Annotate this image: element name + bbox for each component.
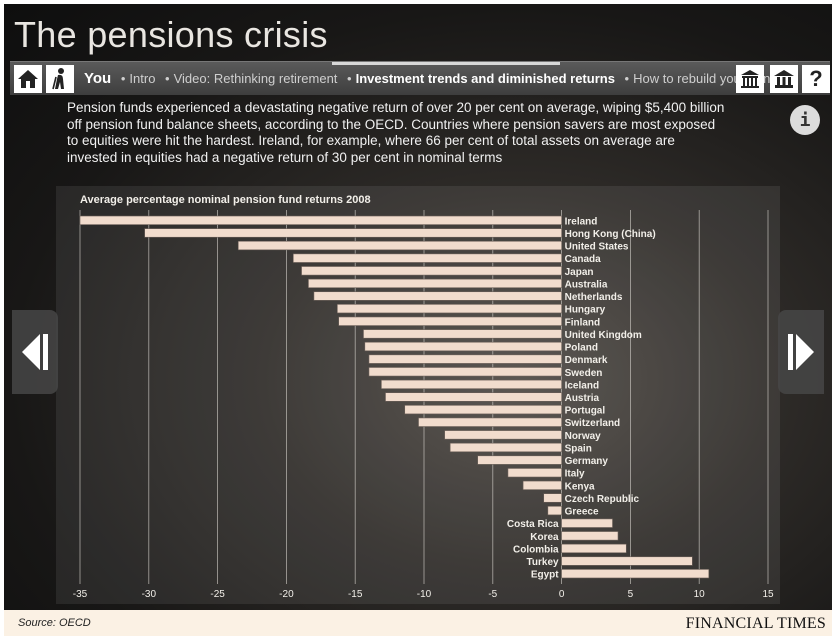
bank-icon[interactable]	[736, 65, 764, 93]
bar	[385, 392, 562, 402]
bar	[308, 278, 562, 289]
x-tick-label: -30	[142, 589, 157, 600]
category-label: United States	[565, 242, 629, 253]
bar	[292, 253, 562, 263]
category-label: Denmark	[565, 355, 608, 366]
category-label: Czech Republic	[565, 494, 640, 505]
active-tab-indicator	[332, 62, 560, 65]
bar	[561, 569, 710, 579]
category-label: Finland	[565, 317, 601, 328]
intro-paragraph: Pension funds experienced a devastating …	[67, 100, 725, 165]
x-tick-label: -35	[73, 589, 88, 600]
help-icon[interactable]: ?	[802, 65, 830, 93]
bar	[507, 468, 562, 478]
nav-investment-link[interactable]: Investment trends and diminished returns	[355, 71, 615, 86]
bank-building-icon[interactable]	[770, 65, 798, 93]
x-tick-label: 5	[628, 589, 634, 600]
bar	[301, 266, 562, 276]
bar	[561, 531, 619, 541]
category-label: Greece	[565, 507, 599, 518]
graphic-frame: The pensions crisis You • Intro • Video: R…	[4, 4, 832, 610]
elderly-person-icon[interactable]	[46, 65, 74, 93]
category-label: Colombia	[513, 544, 559, 555]
category-label: Japan	[565, 267, 594, 278]
category-label: Costa Rica	[507, 519, 559, 530]
category-label: Germany	[565, 456, 609, 467]
bar	[418, 417, 562, 427]
ft-logo[interactable]: FINANCIAL TIMES	[685, 615, 826, 632]
category-label: Hong Kong (China)	[565, 229, 656, 240]
chart-title: Average percentage nominal pension fund …	[80, 194, 371, 206]
category-label: Norway	[565, 431, 602, 442]
x-tick-label: -15	[348, 589, 363, 600]
bar	[561, 556, 693, 566]
category-label: Switzerland	[565, 418, 621, 429]
category-label: Ireland	[565, 216, 598, 227]
x-tick-label: -5	[488, 589, 497, 600]
bar	[404, 405, 562, 415]
category-label: Korea	[530, 532, 559, 543]
category-label: Hungary	[565, 305, 606, 316]
bar	[477, 455, 562, 465]
previous-arrow-icon[interactable]	[12, 310, 58, 394]
x-tick-label: 10	[694, 589, 706, 600]
bar	[449, 442, 562, 453]
bar	[381, 379, 562, 389]
nav-links: You • Intro • Video: Rethinking retirement…	[84, 70, 794, 87]
category-label: United Kingdom	[565, 330, 642, 341]
category-label: Portugal	[565, 406, 606, 417]
bar	[444, 430, 562, 440]
source-note: Source: OECD	[18, 617, 91, 629]
category-label: Iceland	[565, 380, 599, 391]
nav-you[interactable]: You	[84, 70, 112, 87]
nav-bar: You • Intro • Video: Rethinking retirement…	[10, 61, 830, 95]
category-label: Spain	[565, 443, 592, 454]
category-label: Italy	[565, 469, 585, 480]
next-arrow-icon[interactable]	[778, 310, 824, 394]
bar-chart: -35 -30 -25 -20 -15 -10 -5 0 5 10 15 Ireland Hong Ko…	[73, 210, 774, 600]
nav-video-link[interactable]: Video: Rethinking retirement	[173, 71, 338, 86]
bar	[561, 543, 627, 554]
home-icon[interactable]	[14, 65, 42, 93]
x-tick-label: -25	[210, 589, 225, 600]
bar	[368, 367, 562, 377]
x-tick-label: 0	[559, 589, 565, 600]
footer: Source: OECD FINANCIAL TIMES	[4, 610, 832, 636]
bar	[313, 291, 562, 301]
category-label: Netherlands	[565, 292, 623, 303]
info-icon[interactable]: i	[790, 105, 820, 135]
bar	[561, 518, 613, 528]
category-label: Austria	[565, 393, 600, 404]
category-label: Egypt	[531, 570, 559, 581]
bar	[363, 329, 562, 339]
bar	[237, 240, 562, 251]
bar	[364, 341, 562, 352]
bar	[522, 480, 562, 490]
nav-intro-link[interactable]: Intro	[129, 71, 156, 86]
x-tick-label: -10	[417, 589, 432, 600]
nav-separator: •	[624, 71, 630, 86]
category-label: Poland	[565, 343, 598, 354]
bar	[337, 304, 562, 314]
category-label: Sweden	[565, 368, 603, 379]
category-label: Canada	[565, 254, 602, 265]
bar	[547, 505, 562, 516]
page-title: The pensions crisis	[14, 14, 328, 55]
nav-separator: •	[165, 71, 170, 86]
nav-separator: •	[120, 71, 126, 86]
bar	[543, 493, 562, 503]
category-label: Turkey	[527, 557, 559, 568]
x-tick-label: -20	[279, 589, 294, 600]
bar	[338, 316, 562, 326]
bar	[368, 354, 562, 364]
category-label: Kenya	[565, 481, 595, 492]
nav-separator: •	[347, 71, 352, 86]
category-label: Australia	[565, 279, 608, 290]
bar	[144, 228, 562, 238]
bar	[79, 215, 562, 225]
x-tick-label: 15	[762, 589, 774, 600]
